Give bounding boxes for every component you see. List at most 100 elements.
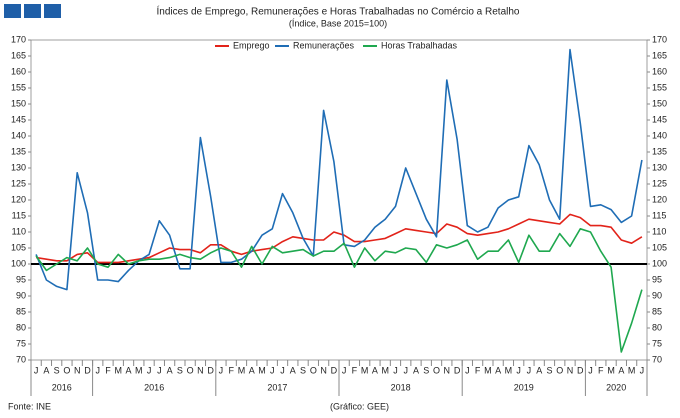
series-line xyxy=(35,213,643,264)
y2-tick-label: 70 xyxy=(652,354,662,364)
y2-tick-label: 85 xyxy=(652,306,662,316)
y2-tick-label: 165 xyxy=(652,50,667,60)
x-tick-label: F xyxy=(475,365,481,375)
year-label: 2020 xyxy=(606,382,626,392)
y-tick-label: 70 xyxy=(16,354,26,364)
y-tick-label: 165 xyxy=(11,50,26,60)
y2-tick-label: 105 xyxy=(652,242,667,252)
y-tick-label: 110 xyxy=(12,226,26,236)
x-tick-label: A xyxy=(126,365,132,375)
x-tick-label: J xyxy=(516,365,521,375)
y-tick-label: 85 xyxy=(16,306,26,316)
x-tick-label: M xyxy=(381,365,389,375)
x-tick-label: J xyxy=(403,365,408,375)
y-tick-label: 145 xyxy=(11,114,26,124)
y2-tick-label: 115 xyxy=(652,210,666,220)
x-tick-label: J xyxy=(527,365,532,375)
y2-tick-label: 140 xyxy=(652,130,667,140)
y2-tick-label: 130 xyxy=(652,162,667,172)
x-tick-label: M xyxy=(505,365,513,375)
y-tick-label: 115 xyxy=(12,210,26,220)
x-tick-label: J xyxy=(34,365,39,375)
year-label: 2016 xyxy=(52,382,72,392)
series-line xyxy=(35,48,643,291)
x-tick-label: O xyxy=(310,365,317,375)
x-tick-label: J xyxy=(588,365,593,375)
chart-title: Índices de Emprego, Remunerações e Horas… xyxy=(157,5,520,18)
x-tick-label: F xyxy=(352,365,358,375)
y2-tick-label: 150 xyxy=(652,98,667,108)
y-tick-label: 95 xyxy=(16,274,26,284)
x-tick-label: S xyxy=(54,365,60,375)
x-tick-label: N xyxy=(567,365,574,375)
x-tick-label: A xyxy=(618,365,624,375)
x-tick-label: D xyxy=(577,365,584,375)
credit: (Gráfico: GEE) xyxy=(330,401,389,411)
x-tick-label: D xyxy=(331,365,338,375)
y-tick-label: 80 xyxy=(16,322,26,332)
y2-tick-label: 145 xyxy=(652,114,667,124)
x-tick-label: A xyxy=(167,365,173,375)
y2-tick-label: 100 xyxy=(652,258,667,268)
x-tick-label: S xyxy=(546,365,552,375)
x-tick-label: J xyxy=(342,365,347,375)
x-tick-label: M xyxy=(135,365,143,375)
x-tick-label: S xyxy=(423,365,429,375)
x-tick-label: J xyxy=(640,365,645,375)
x-tick-label: M xyxy=(484,365,492,375)
y2-tick-label: 90 xyxy=(652,290,662,300)
y-tick-label: 90 xyxy=(16,290,26,300)
year-label: 2019 xyxy=(514,382,534,392)
source: Fonte: INE xyxy=(8,401,51,411)
legend-label: Horas Trabalhadas xyxy=(381,40,458,50)
logo-block xyxy=(24,4,41,18)
y-tick-label: 155 xyxy=(11,82,26,92)
y-tick-label: 100 xyxy=(11,258,26,268)
x-tick-label: M xyxy=(258,365,266,375)
x-tick-label: J xyxy=(95,365,100,375)
y-tick-label: 130 xyxy=(11,162,26,172)
y2-tick-label: 170 xyxy=(652,34,667,44)
series-line xyxy=(35,228,643,353)
x-tick-label: J xyxy=(393,365,398,375)
x-tick-label: O xyxy=(433,365,440,375)
x-tick-label: J xyxy=(219,365,224,375)
year-label: 2016 xyxy=(144,382,164,392)
x-tick-label: M xyxy=(238,365,246,375)
x-tick-label: J xyxy=(465,365,470,375)
legend-label: Remunerações xyxy=(293,40,355,50)
y-tick-label: 140 xyxy=(11,130,26,140)
x-tick-label: N xyxy=(197,365,204,375)
x-tick-label: O xyxy=(556,365,563,375)
y2-tick-label: 120 xyxy=(652,194,667,204)
x-tick-label: D xyxy=(84,365,91,375)
y2-tick-label: 110 xyxy=(652,226,666,236)
y-tick-label: 135 xyxy=(11,146,26,156)
x-tick-label: A xyxy=(249,365,255,375)
x-tick-label: O xyxy=(187,365,194,375)
y-tick-label: 150 xyxy=(11,98,26,108)
x-tick-label: M xyxy=(361,365,369,375)
x-tick-label: D xyxy=(207,365,214,375)
y2-tick-label: 75 xyxy=(652,338,662,348)
year-label: 2017 xyxy=(267,382,287,392)
legend-label: Emprego xyxy=(233,40,270,50)
x-tick-label: J xyxy=(147,365,152,375)
y-tick-label: 105 xyxy=(11,242,26,252)
y2-tick-label: 135 xyxy=(652,146,667,156)
x-tick-label: F xyxy=(598,365,604,375)
x-tick-label: N xyxy=(74,365,81,375)
y-tick-label: 170 xyxy=(11,34,26,44)
x-tick-label: J xyxy=(270,365,275,375)
y-tick-label: 125 xyxy=(11,178,26,188)
y2-tick-label: 125 xyxy=(652,178,667,188)
x-tick-label: A xyxy=(372,365,378,375)
x-tick-label: A xyxy=(536,365,542,375)
x-tick-label: F xyxy=(105,365,111,375)
chart-subtitle: (Índice, Base 2015=100) xyxy=(289,18,387,28)
x-tick-label: M xyxy=(607,365,615,375)
year-label: 2018 xyxy=(391,382,411,392)
y-tick-label: 160 xyxy=(11,66,26,76)
y2-tick-label: 160 xyxy=(652,66,667,76)
